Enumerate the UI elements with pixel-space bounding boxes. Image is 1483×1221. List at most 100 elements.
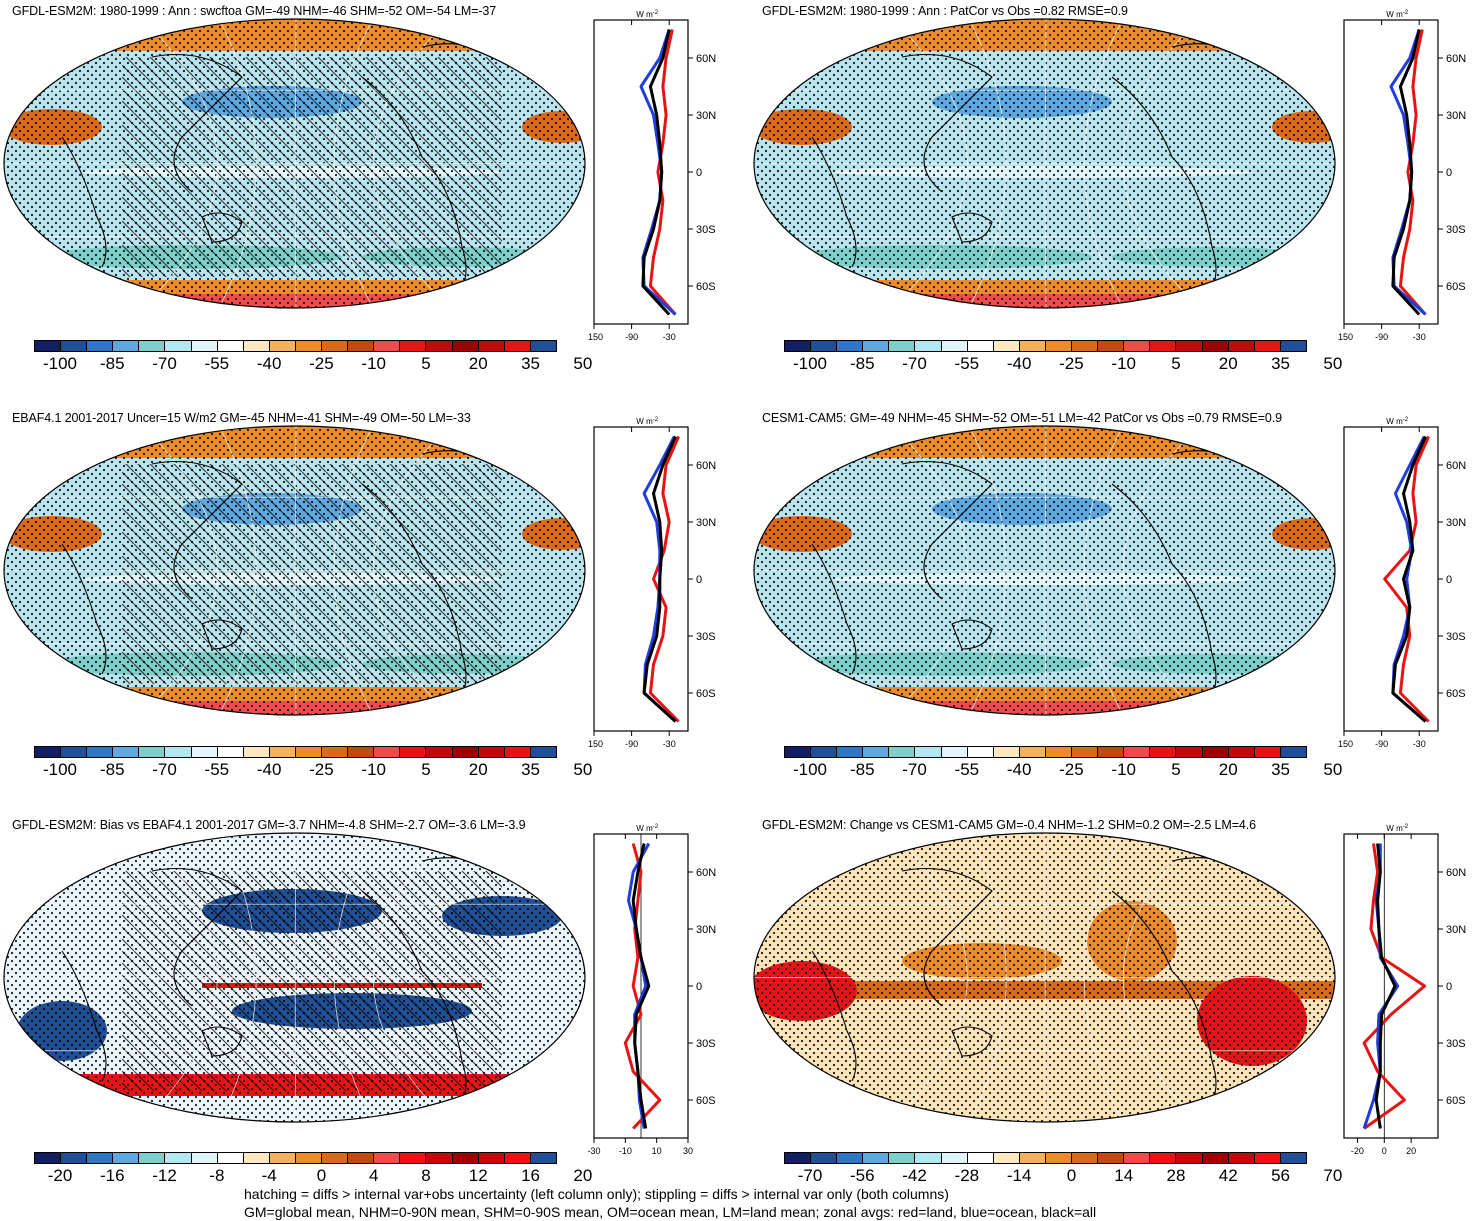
colorbar-swatch (452, 1153, 479, 1163)
zonal-lat-tick: 30S (696, 631, 716, 643)
colorbar-label: 50 (1323, 354, 1343, 373)
panel-title: GFDL-ESM2M: Change vs CESM1-CAM5 GM=-0.4… (762, 818, 1257, 832)
colorbar-swatch (889, 747, 916, 757)
zonal-lat-tick: 30N (1446, 924, 1466, 936)
colorbar-label: -10 (361, 760, 386, 779)
colorbar-label: 16 (521, 1166, 541, 1185)
colorbar-swatch (139, 341, 166, 351)
colorbar (34, 746, 557, 758)
colorbar-swatch (1280, 747, 1306, 757)
colorbar-swatch (348, 341, 375, 351)
colorbar-label: 8 (421, 1166, 431, 1185)
coastline (811, 950, 857, 1082)
colorbar-swatch (400, 1153, 427, 1163)
coastline (1111, 890, 1217, 1112)
zonal-x-tick: 10 (652, 1146, 662, 1155)
coastline (151, 461, 243, 600)
colorbar-swatch (1124, 341, 1151, 351)
colorbar-swatch (452, 747, 479, 757)
colorbar-swatch (530, 747, 556, 757)
colorbar-swatch (426, 747, 453, 757)
colorbar-swatch (1098, 341, 1125, 351)
colorbar-label: 50 (1323, 760, 1343, 779)
colorbar-swatch (217, 747, 244, 757)
colorbar-label: -25 (309, 760, 334, 779)
colorbar-swatch (400, 341, 427, 351)
colorbar-label: 0 (1066, 1166, 1077, 1185)
colorbar-swatch (1019, 747, 1046, 757)
colorbar-label: -85 (849, 354, 875, 373)
panel-title: GFDL-ESM2M: 1980-1999 : Ann : PatCor vs … (762, 4, 1128, 18)
colorbar-swatch (191, 747, 218, 757)
zonal-lat-tick: 0 (696, 167, 702, 179)
coastline (361, 76, 467, 298)
colorbar-swatch (1176, 341, 1203, 351)
zonal-lat-tick: 60N (696, 53, 716, 65)
colorbar-swatch (217, 1153, 244, 1163)
coastline (361, 483, 467, 705)
colorbar-swatch (993, 341, 1020, 351)
colorbar-swatch (1124, 1153, 1151, 1163)
colorbar-swatch (967, 1153, 994, 1163)
colorbar-label: -70 (797, 1166, 823, 1185)
map-border (753, 832, 1336, 1123)
colorbar-label: -100 (42, 354, 78, 373)
zonal-lat-tick: 0 (696, 574, 702, 586)
colorbar-swatch (295, 747, 323, 757)
colorbar-swatch (837, 1153, 864, 1163)
colorbar-swatch (863, 341, 890, 351)
colorbar-label: -85 (99, 760, 125, 779)
zonal-x-tick: 20 (1406, 1146, 1416, 1155)
colorbar (34, 340, 557, 352)
colorbar-swatch (426, 341, 453, 351)
colorbar-swatch (1098, 747, 1125, 757)
zonal-lat-tick: 0 (1446, 574, 1452, 586)
colorbar-label: 56 (1271, 1166, 1291, 1185)
colorbar-swatch (35, 747, 62, 757)
colorbar-label: 35 (1271, 760, 1291, 779)
colorbar-swatch (87, 747, 114, 757)
colorbar-swatch (269, 747, 296, 757)
zonal-units: W m-2 (636, 824, 658, 833)
colorbar-label: 14 (1114, 1166, 1134, 1185)
colorbar-swatch (1280, 341, 1306, 351)
colorbar-swatch (322, 341, 349, 351)
colorbar-swatch (426, 1153, 453, 1163)
zonal-lat-tick: 60S (696, 1095, 716, 1107)
colorbar-swatch (785, 341, 812, 351)
zonal-lat-tick: 60S (1446, 1095, 1466, 1107)
colorbar-swatch (993, 1153, 1020, 1163)
map-border (3, 18, 586, 309)
land-zonal-line (1383, 435, 1430, 723)
colorbar-swatch (217, 341, 244, 351)
hatching (122, 464, 502, 684)
colorbar-swatch (889, 341, 916, 351)
zonal-lat-tick: 0 (1446, 981, 1452, 993)
colorbar-swatch (1150, 747, 1177, 757)
zonal-x-tick: -90 (625, 332, 638, 341)
colorbar-label: 50 (573, 760, 593, 779)
zonal-mean-plot: W m-2 60N 30N 0 30S 60S -30 -10 10 30 (588, 824, 716, 1155)
panel-title: GFDL-ESM2M: Bias vs EBAF4.1 2001-2017 GM… (12, 818, 526, 832)
zonal-lat-tick: 30N (696, 517, 716, 529)
zonal-x-tick: -30 (663, 332, 676, 341)
hatching (122, 57, 502, 277)
colorbar-labels: -70 -56 -42 -28 -14 0 14 28 42 56 70 (784, 1166, 1343, 1188)
colorbar-swatch (993, 747, 1020, 757)
all-zonal-line (631, 843, 651, 1129)
colorbar-swatch (941, 1153, 968, 1163)
all-zonal-line (642, 435, 677, 723)
colorbar-swatch (35, 1153, 62, 1163)
colorbar-labels: -100 -85 -70 -55 -40 -25 -10 5 20 35 50 (784, 760, 1342, 782)
map-border (3, 832, 586, 1123)
colorbar-label: -20 (47, 1166, 73, 1185)
colorbar-label: -16 (99, 1166, 125, 1185)
colorbar-label: 20 (468, 354, 488, 373)
zonal-x-tick: -90 (1375, 739, 1388, 748)
zonal-lat-tick: 60N (696, 867, 716, 879)
colorbar-label: 4 (368, 1166, 379, 1185)
colorbar-labels: -20 -16 -12 -8 -4 0 4 8 12 16 20 (34, 1166, 593, 1188)
colorbar-label: 35 (521, 760, 541, 779)
colorbar-label: 28 (1166, 1166, 1186, 1185)
coastline (951, 212, 993, 243)
